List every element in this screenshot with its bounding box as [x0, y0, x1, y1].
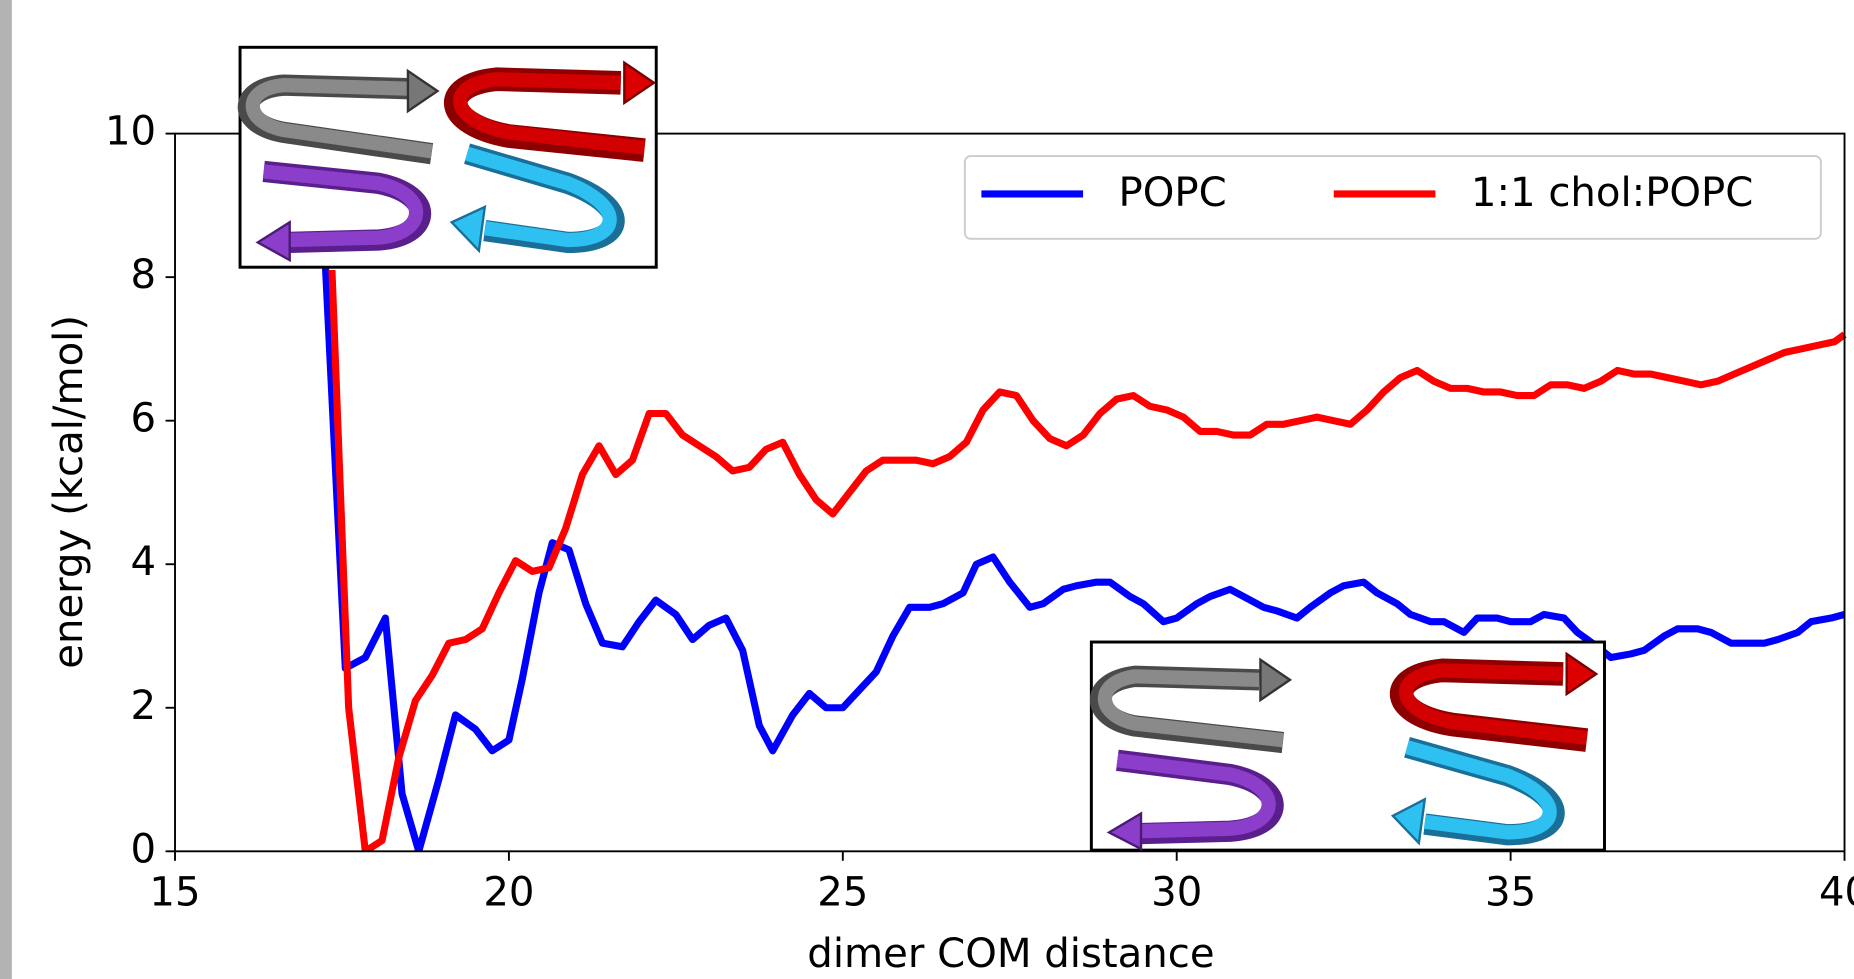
y-tick-label: 6	[131, 396, 157, 442]
x-tick-label: 35	[1485, 870, 1536, 916]
chart: 15 20 25 30 35 40 0 2 4 6 8 10 dimer COM distance e…	[0, 0, 1854, 979]
data-line	[332, 270, 1845, 851]
y-tick-label: 10	[105, 109, 156, 155]
x-axis-label: dimer COM distance	[807, 931, 1214, 977]
legend-label: 1:1 chol:POPC	[1471, 170, 1753, 216]
x-tick-label: 40	[1819, 870, 1854, 916]
y-tick-label: 0	[131, 826, 157, 872]
x-tick-label: 15	[149, 870, 200, 916]
y-tick-label: 4	[131, 539, 157, 585]
y-axis-label: energy (kcal/mol)	[46, 315, 92, 669]
inset-diagram	[1091, 642, 1604, 850]
lines-layer	[325, 263, 1844, 852]
legend: POPC 1:1 chol:POPC	[965, 156, 1821, 239]
y-tick-label: 8	[131, 252, 157, 298]
page: {"chart_data": {"type": "line", "xlabel"…	[0, 0, 1854, 979]
x-tick-label: 25	[817, 870, 868, 916]
legend-label: POPC	[1119, 170, 1227, 216]
inset-diagram	[240, 47, 656, 267]
side-strip	[0, 0, 12, 979]
x-tick-label: 20	[483, 870, 534, 916]
x-tick-label: 30	[1151, 870, 1202, 916]
y-tick-label: 2	[131, 683, 157, 729]
